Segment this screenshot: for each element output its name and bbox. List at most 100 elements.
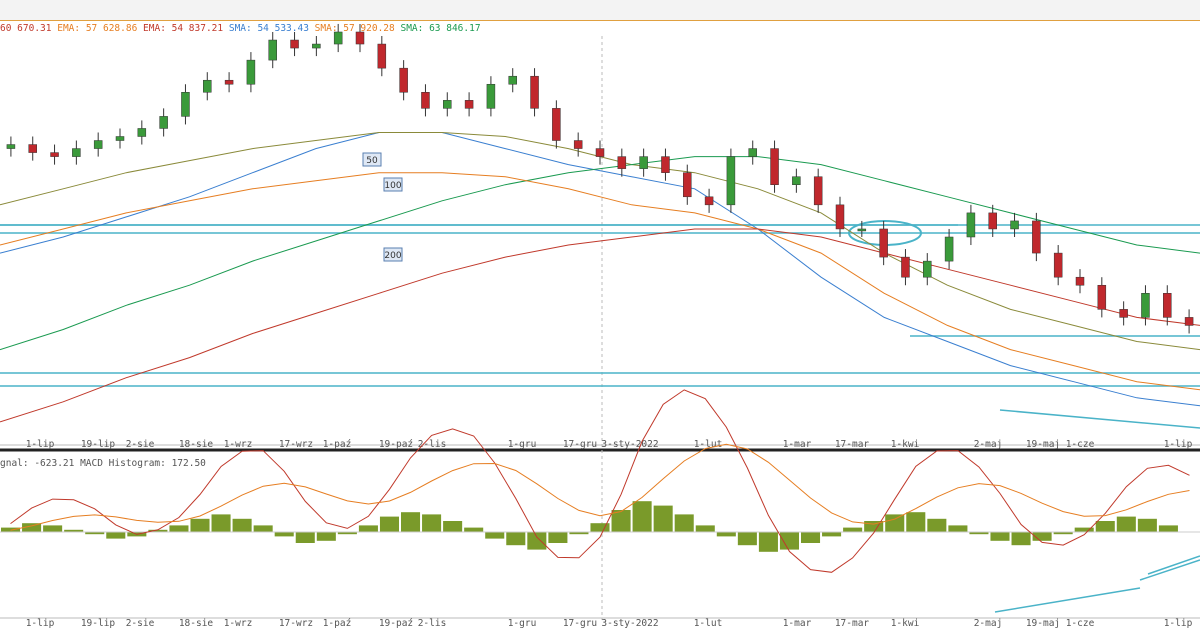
- candle-body: [770, 148, 779, 185]
- candle-body: [464, 100, 474, 109]
- x-tick-label: 1-cze: [1066, 618, 1095, 629]
- histogram-bar: [22, 523, 42, 532]
- x-tick-label: 19-paź: [379, 439, 413, 450]
- candle-body: [595, 148, 605, 157]
- candle-body: [1141, 293, 1150, 318]
- histogram-bar: [864, 521, 884, 532]
- candle-body: [333, 31, 343, 45]
- candle-body: [6, 144, 16, 149]
- x-tick-label: 1-gru: [508, 439, 537, 450]
- histogram-bar: [464, 527, 484, 532]
- histogram-bar: [948, 525, 968, 532]
- x-tick-label: 2-lis: [418, 618, 447, 629]
- legend-item: 60 670.31: [0, 23, 52, 34]
- candle-body: [1010, 220, 1019, 230]
- histogram-bar: [716, 532, 736, 537]
- ma-tag-box: [383, 177, 403, 192]
- histogram-bar: [990, 532, 1010, 541]
- x-tick-label: 1-lip: [26, 439, 55, 450]
- histogram-bar: [253, 525, 273, 532]
- x-tick-label: 19-maj: [1026, 439, 1060, 450]
- ma-tag-box: [383, 247, 403, 262]
- candle-body: [93, 140, 103, 149]
- x-tick-label: 1-mar: [783, 439, 812, 450]
- histogram-bar: [737, 532, 757, 546]
- candle-body: [115, 136, 125, 141]
- candle-body: [203, 79, 212, 93]
- x-tick-label: 2-sie: [126, 618, 155, 629]
- x-tick-label: 19-lip: [81, 439, 116, 450]
- candle-body: [573, 140, 583, 149]
- candle-body: [1184, 317, 1194, 326]
- ema-line: [0, 172, 1200, 391]
- x-tick-label: 1-paź: [323, 618, 352, 629]
- ma-tag-label: 50: [366, 156, 378, 166]
- histogram-bar: [316, 532, 336, 541]
- histogram-bar: [485, 532, 505, 539]
- x-tick-label: 1-kwi: [891, 618, 920, 629]
- candle-body: [486, 83, 496, 109]
- x-tick-label: 17-mar: [835, 618, 870, 629]
- histogram-bar: [232, 518, 252, 532]
- ma-tag-label: 100: [384, 181, 401, 191]
- histogram-bar: [506, 532, 526, 546]
- histogram-bar: [337, 532, 357, 535]
- histogram-bar: [569, 532, 589, 535]
- legend-item: EMA: 54 837.21: [143, 23, 224, 34]
- histogram-bar: [43, 525, 63, 532]
- candle-body: [966, 212, 976, 238]
- x-tick-label: 19-paź: [379, 618, 413, 629]
- histogram-bar: [148, 529, 168, 532]
- x-tick-label: 2-maj: [974, 439, 1003, 450]
- candle-body: [923, 260, 932, 278]
- ma-tag-label: 200: [384, 251, 401, 261]
- histogram-bar: [906, 512, 926, 532]
- x-tick-label: 18-sie: [179, 439, 214, 450]
- histogram-bar: [106, 532, 126, 539]
- histogram-bar: [822, 532, 842, 537]
- x-tick-label: 1-lip: [26, 618, 55, 629]
- histogram-bar: [190, 518, 210, 532]
- candle-body: [181, 92, 190, 117]
- histogram-bar: [64, 529, 84, 532]
- x-tick-label: 1-lip: [1164, 439, 1193, 450]
- histogram-bar: [969, 532, 989, 535]
- candle-body: [1032, 220, 1041, 254]
- candle-body: [399, 67, 408, 93]
- histogram-bar: [611, 510, 631, 532]
- legend-item: SMA: 54 533.43: [228, 23, 309, 34]
- candle-body: [639, 156, 648, 169]
- x-tick-label: 1-mar: [783, 618, 812, 629]
- histogram-bar: [1158, 525, 1178, 532]
- candle-body: [377, 43, 387, 69]
- x-tick-label: 17-gru: [563, 439, 597, 450]
- histogram-bar: [85, 532, 105, 535]
- macd-trend-line: [994, 587, 1141, 613]
- legend-item: SMA: 57 920.28: [314, 23, 395, 34]
- candle-body: [268, 39, 277, 61]
- x-tick-label: 3-sty-2022: [601, 439, 658, 450]
- histogram-bar: [927, 518, 947, 532]
- histogram-bar: [885, 514, 905, 532]
- histogram-bar: [211, 514, 231, 532]
- histogram-bar: [758, 532, 778, 552]
- histogram-bar: [295, 532, 315, 543]
- candle-body: [28, 144, 37, 153]
- candle-body: [1097, 284, 1107, 310]
- x-tick-label: 1-wrz: [224, 618, 253, 629]
- macd-trend-line: [1139, 559, 1200, 581]
- candle-body: [552, 108, 561, 141]
- candle-body: [857, 228, 867, 232]
- macd-trend-line: [1147, 555, 1200, 575]
- candle-body: [748, 148, 757, 157]
- candle-body: [443, 100, 452, 109]
- x-tick-label: 1-cze: [1066, 439, 1095, 450]
- candle-body: [901, 256, 910, 278]
- x-tick-label: 17-gru: [563, 618, 597, 629]
- histogram-bar: [548, 532, 568, 543]
- histogram-bar: [1011, 532, 1031, 546]
- candle-body: [290, 39, 299, 49]
- candle-body: [508, 75, 517, 85]
- macd-legend: gnal: -623.21 MACD Histogram: 172.50: [0, 458, 206, 469]
- histogram-bar: [1032, 532, 1052, 541]
